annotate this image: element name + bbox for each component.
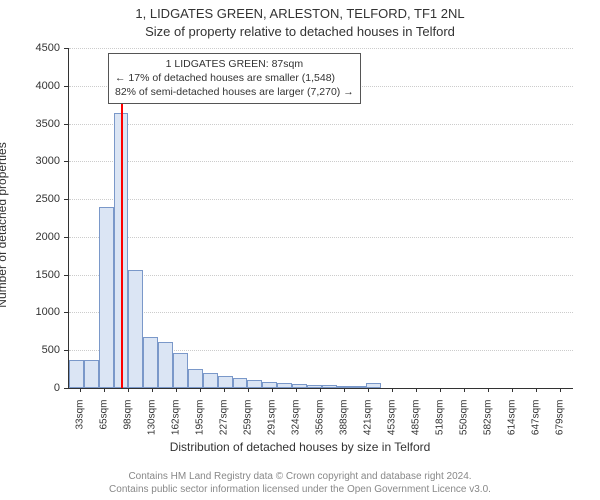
y-tick-label: 2500 [10, 193, 60, 205]
gridline [69, 161, 573, 162]
gridline [69, 199, 573, 200]
annotation-line: 82% of semi-detached houses are larger (… [115, 85, 354, 99]
x-tick-mark [488, 388, 489, 392]
x-tick-mark [248, 388, 249, 392]
footer-line-1: Contains HM Land Registry data © Crown c… [0, 470, 600, 483]
y-tick-label: 500 [10, 344, 60, 356]
y-tick-mark [64, 388, 68, 389]
histogram-bar [84, 360, 99, 388]
gridline [69, 237, 573, 238]
title-line-2: Size of property relative to detached ho… [0, 24, 600, 39]
annotation-box: 1 LIDGATES GREEN: 87sqm← 17% of detached… [108, 53, 361, 104]
y-tick-label: 1000 [10, 306, 60, 318]
histogram-bar [351, 386, 366, 388]
x-tick-mark [536, 388, 537, 392]
histogram-bar [203, 373, 218, 388]
x-tick-mark [440, 388, 441, 392]
y-tick-label: 4500 [10, 42, 60, 54]
gridline [69, 275, 573, 276]
x-tick-mark [272, 388, 273, 392]
y-tick-mark [64, 275, 68, 276]
x-tick-mark [224, 388, 225, 392]
x-tick-mark [464, 388, 465, 392]
histogram-bar [143, 337, 158, 388]
histogram-bar [262, 382, 277, 388]
y-tick-mark [64, 312, 68, 313]
chart-container: 1, LIDGATES GREEN, ARLESTON, TELFORD, TF… [0, 0, 600, 500]
histogram-bar [99, 207, 114, 388]
y-tick-label: 2000 [10, 231, 60, 243]
y-tick-label: 4000 [10, 80, 60, 92]
histogram-bar [247, 380, 262, 388]
histogram-bar [292, 384, 307, 388]
x-tick-mark [104, 388, 105, 392]
gridline [69, 124, 573, 125]
histogram-bar [277, 383, 292, 388]
x-tick-mark [560, 388, 561, 392]
x-axis-label: Distribution of detached houses by size … [0, 440, 600, 454]
histogram-bar [69, 360, 84, 388]
gridline [69, 312, 573, 313]
x-tick-mark [344, 388, 345, 392]
annotation-line: ← 17% of detached houses are smaller (1,… [115, 71, 354, 85]
y-axis-label: Number of detached properties [0, 60, 9, 225]
y-tick-label: 3000 [10, 155, 60, 167]
marker-line [121, 72, 123, 388]
y-tick-mark [64, 237, 68, 238]
footer: Contains HM Land Registry data © Crown c… [0, 470, 600, 496]
histogram-bar [233, 378, 248, 388]
y-tick-mark [64, 199, 68, 200]
y-tick-mark [64, 48, 68, 49]
y-tick-label: 1500 [10, 269, 60, 281]
gridline [69, 48, 573, 49]
histogram-bar [322, 385, 337, 388]
histogram-bar [128, 270, 143, 388]
y-tick-label: 3500 [10, 118, 60, 130]
x-tick-mark [296, 388, 297, 392]
title-line-1: 1, LIDGATES GREEN, ARLESTON, TELFORD, TF… [0, 6, 600, 21]
histogram-bar [173, 353, 188, 388]
y-tick-mark [64, 350, 68, 351]
annotation-line: 1 LIDGATES GREEN: 87sqm [115, 57, 354, 71]
x-tick-mark [320, 388, 321, 392]
x-tick-mark [176, 388, 177, 392]
y-tick-mark [64, 124, 68, 125]
histogram-bar [218, 376, 233, 388]
x-tick-mark [152, 388, 153, 392]
x-tick-mark [368, 388, 369, 392]
y-tick-mark [64, 86, 68, 87]
histogram-bar [158, 342, 173, 388]
x-tick-mark [392, 388, 393, 392]
x-tick-mark [512, 388, 513, 392]
x-tick-mark [80, 388, 81, 392]
x-tick-mark [200, 388, 201, 392]
y-tick-mark [64, 161, 68, 162]
histogram-bar [188, 369, 203, 388]
x-tick-mark [416, 388, 417, 392]
footer-line-2: Contains public sector information licen… [0, 483, 600, 496]
y-tick-label: 0 [10, 382, 60, 394]
x-tick-mark [128, 388, 129, 392]
